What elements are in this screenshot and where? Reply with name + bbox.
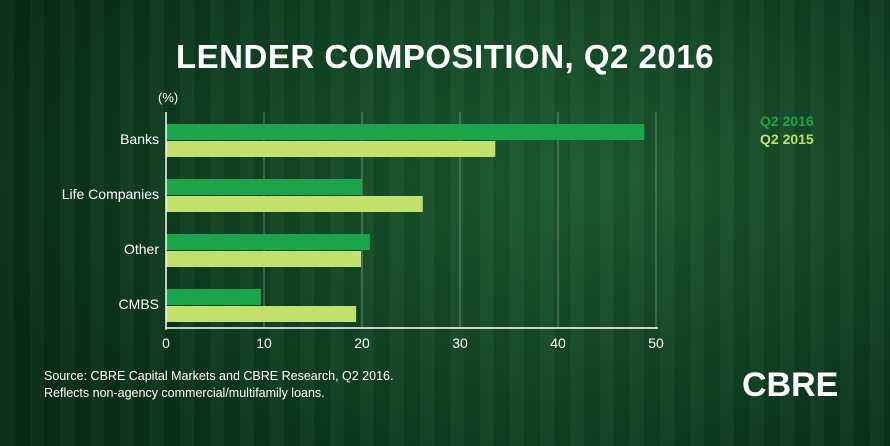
category-label-cmbs: CMBS <box>119 296 159 312</box>
unit-label: (%) <box>158 90 179 105</box>
bar-life-companies-q2-2015 <box>166 196 423 212</box>
chart-title: LENDER COMPOSITION, Q2 2016 <box>176 38 714 75</box>
source-line-2: Reflects non-agency commercial/multifami… <box>44 386 325 400</box>
bar-other-q2-2016 <box>166 234 370 250</box>
x-tick-label-50: 50 <box>648 335 664 351</box>
source-note: Source: CBRE Capital Markets and CBRE Re… <box>44 368 393 402</box>
bar-life-companies-q2-2016 <box>166 179 362 195</box>
x-tick-label-0: 0 <box>162 335 170 351</box>
x-tick-label-40: 40 <box>550 335 566 351</box>
legend-item-q2-2016: Q2 2016 <box>760 113 814 129</box>
bar-cmbs-q2-2016 <box>166 289 262 305</box>
bar-banks-q2-2015 <box>166 141 496 157</box>
category-label-other: Other <box>124 241 159 257</box>
x-tick-label-30: 30 <box>452 335 468 351</box>
legend-item-q2-2015: Q2 2015 <box>760 131 814 147</box>
legend: Q2 2016 Q2 2015 <box>760 112 814 148</box>
bar-cmbs-q2-2015 <box>166 306 357 322</box>
category-label-life-companies: Life Companies <box>62 186 159 202</box>
cbre-logo: CBRE <box>742 366 839 404</box>
source-line-1: Source: CBRE Capital Markets and CBRE Re… <box>44 369 394 383</box>
bar-other-q2-2015 <box>166 251 362 267</box>
bar-banks-q2-2016 <box>166 124 645 140</box>
x-tick-label-10: 10 <box>256 335 272 351</box>
x-tick-label-20: 20 <box>354 335 370 351</box>
category-label-banks: Banks <box>120 131 159 147</box>
